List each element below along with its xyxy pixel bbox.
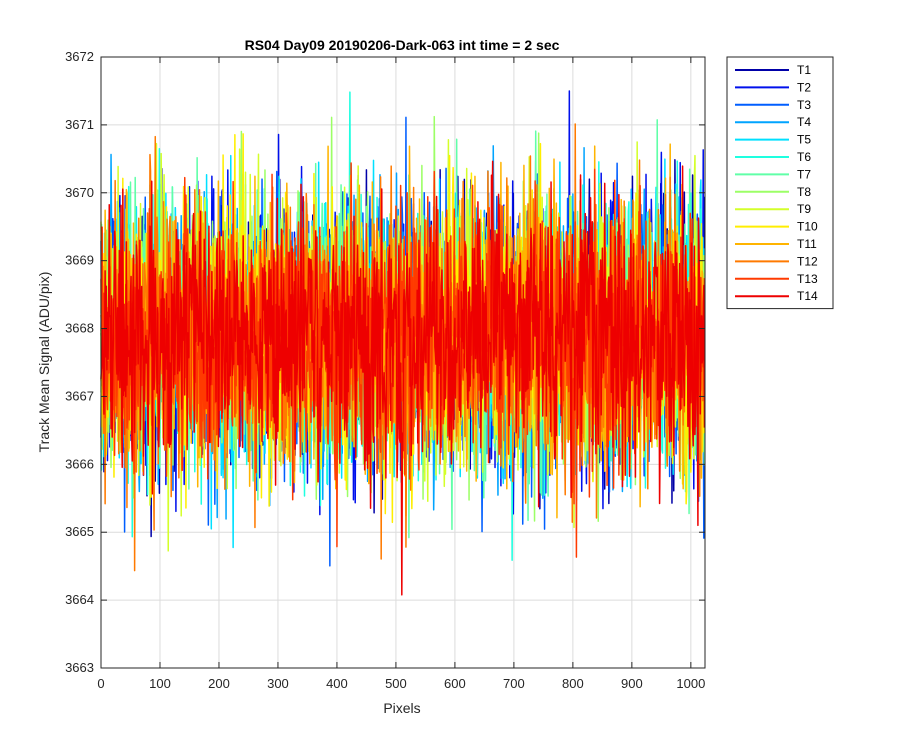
legend-label-t3: T3	[797, 98, 811, 112]
legend-label-t8: T8	[797, 185, 811, 199]
y-tick-label: 3670	[65, 185, 94, 200]
legend-label-t12: T12	[797, 254, 818, 268]
legend-label-t4: T4	[797, 115, 811, 129]
y-tick-label: 3672	[65, 49, 94, 64]
x-tick-label: 400	[326, 676, 348, 691]
x-tick-label: 200	[208, 676, 230, 691]
y-tick-label: 3668	[65, 321, 94, 336]
y-tick-label: 3664	[65, 592, 94, 607]
legend-label-t10: T10	[797, 220, 818, 234]
legend-label-t5: T5	[797, 133, 811, 147]
series-layer	[100, 90, 706, 596]
legend-label-t1: T1	[797, 63, 811, 77]
legend-box	[726, 56, 834, 310]
x-tick-label: 700	[503, 676, 525, 691]
legend-label-t14: T14	[797, 289, 818, 303]
axes: 0 100 200 300 400 500 600 700 800 900 1000 3663 3664…	[65, 49, 706, 691]
x-tick-label: 600	[444, 676, 466, 691]
legend-label-t6: T6	[797, 150, 811, 164]
x-tick-label: 900	[621, 676, 643, 691]
x-tick-label: 500	[385, 676, 407, 691]
chart-title: RS04 Day09 20190206-Dark-063 int time = …	[245, 37, 560, 53]
y-tick-label: 3666	[65, 456, 94, 471]
y-tick-label: 3667	[65, 388, 94, 403]
x-tick-label: 100	[149, 676, 171, 691]
legend-label-t7: T7	[797, 167, 811, 181]
axes-box	[100, 56, 706, 669]
x-tick-label: 300	[267, 676, 289, 691]
x-axis-label: Pixels	[383, 700, 420, 716]
x-tick-label: 0	[97, 676, 104, 691]
legend-label-t2: T2	[797, 80, 811, 94]
x-tick-label: 800	[562, 676, 584, 691]
legend-label-t11: T11	[797, 237, 817, 251]
series-line-t14	[100, 160, 706, 596]
legend-label-t9: T9	[797, 202, 811, 216]
legend-label-t13: T13	[797, 272, 818, 286]
y-tick-label: 3665	[65, 524, 94, 539]
y-axis-label: Track Mean Signal (ADU/pix)	[36, 272, 52, 453]
y-tick-label: 3671	[65, 117, 94, 132]
legend: T1 T2 T3 T4 T5 T6 T7 T8 T9 T10 T11 T12 T13 T14	[726, 56, 834, 310]
x-tick-label: 1000	[676, 676, 705, 691]
y-tick-label: 3663	[65, 660, 94, 675]
y-tick-label: 3669	[65, 253, 94, 268]
